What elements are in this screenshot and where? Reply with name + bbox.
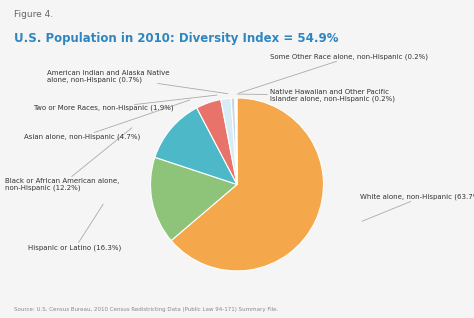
Wedge shape	[151, 157, 237, 240]
Text: Figure 4.: Figure 4.	[14, 10, 54, 18]
Wedge shape	[197, 100, 237, 184]
Text: American Indian and Alaska Native
alone, non-Hispanic (0.7%): American Indian and Alaska Native alone,…	[47, 70, 228, 94]
Text: U.S. Population in 2010: Diversity Index = 54.9%: U.S. Population in 2010: Diversity Index…	[14, 32, 339, 45]
Text: Black or African American alone,
non-Hispanic (12.2%): Black or African American alone, non-His…	[5, 128, 132, 191]
Wedge shape	[231, 98, 237, 184]
Wedge shape	[171, 98, 323, 271]
Text: Asian alone, non-Hispanic (4.7%): Asian alone, non-Hispanic (4.7%)	[24, 100, 190, 140]
Text: Source: U.S. Census Bureau, 2010 Census Redistricting Data (Public Law 94-171) S: Source: U.S. Census Bureau, 2010 Census …	[14, 307, 278, 312]
Text: Hispanic or Latino (16.3%): Hispanic or Latino (16.3%)	[28, 204, 122, 251]
Wedge shape	[221, 98, 237, 184]
Text: Some Other Race alone, non-Hispanic (0.2%): Some Other Race alone, non-Hispanic (0.2…	[239, 54, 428, 93]
Wedge shape	[235, 98, 237, 184]
Wedge shape	[236, 98, 237, 184]
Text: Native Hawaiian and Other Pacific
Islander alone, non-Hispanic (0.2%): Native Hawaiian and Other Pacific Island…	[237, 89, 395, 102]
Text: White alone, non-Hispanic (63.7%): White alone, non-Hispanic (63.7%)	[360, 194, 474, 221]
Wedge shape	[155, 108, 237, 184]
Text: Two or More Races, non-Hispanic (1.9%): Two or More Races, non-Hispanic (1.9%)	[33, 95, 217, 111]
